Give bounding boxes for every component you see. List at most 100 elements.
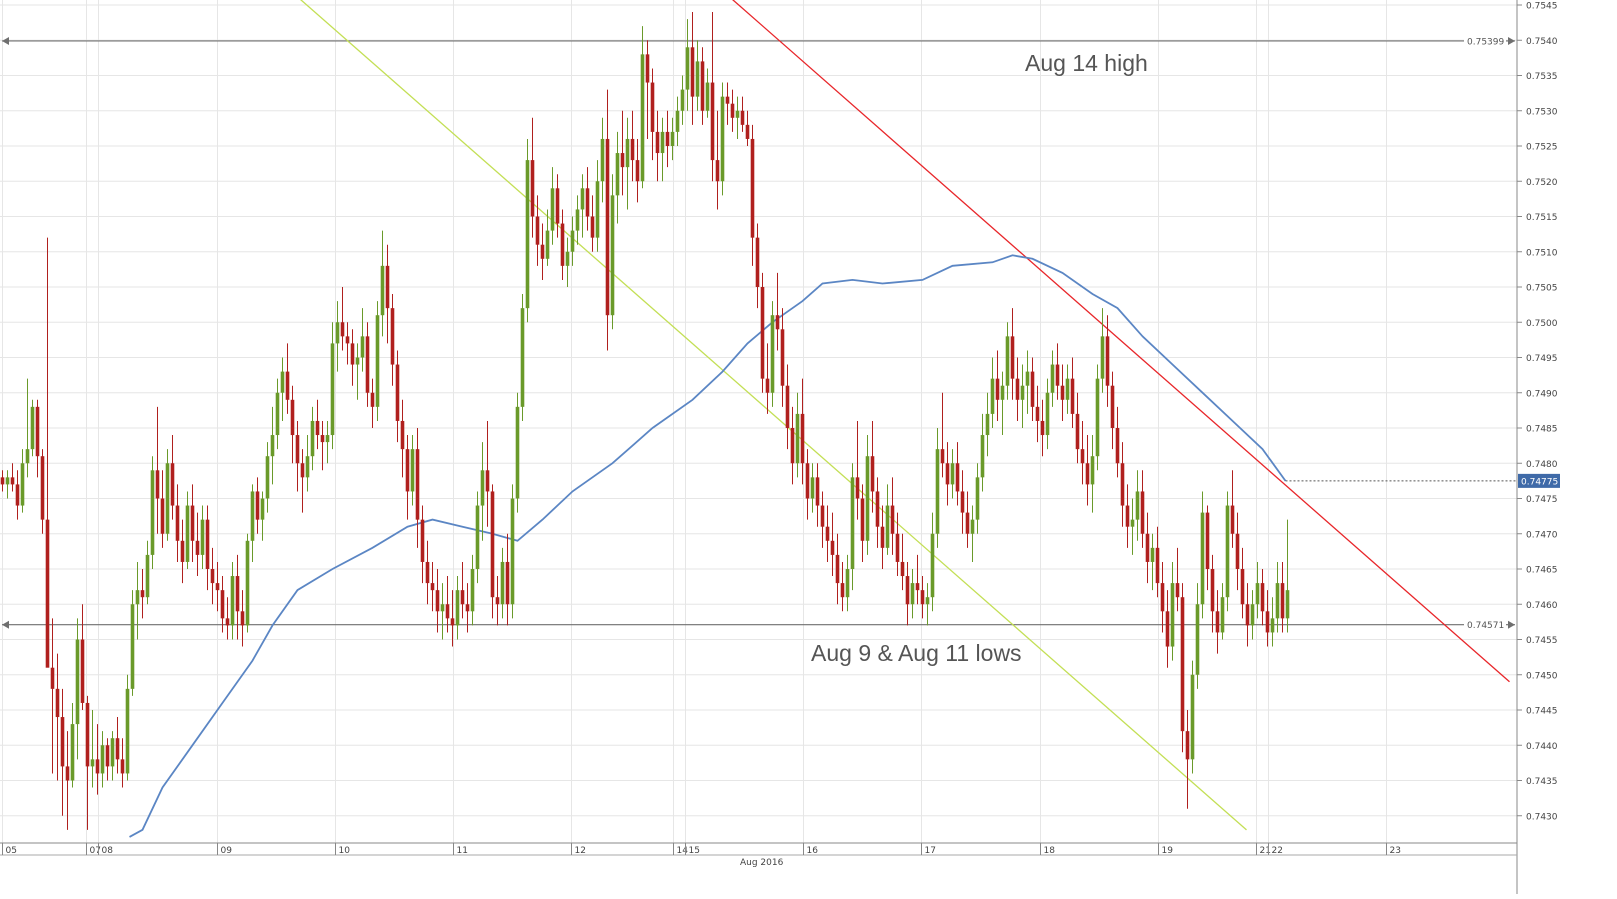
candle-body [925,597,930,605]
candle-body [685,47,690,90]
candle-body [1035,406,1040,421]
candle-body [1180,597,1185,732]
x-tick-label: 14 [677,846,689,856]
candle-body [40,456,45,520]
x-tick-label: 22 [1272,846,1283,856]
candle-body [1225,505,1230,598]
candle-body [1070,378,1075,414]
candle-body [465,604,470,612]
y-axis: 0.7430 0.7435 0.7440 0.7445 0.7450 0.7455 0.74… [1517,2,1560,822]
candle-body [430,583,435,591]
candle-body [1275,583,1280,619]
candle-body [485,470,490,492]
candle-body [1190,674,1195,760]
candle-body [0,477,5,485]
candle-body [670,131,675,146]
candle-body [75,639,80,725]
x-axis-title: Aug 2016 [740,858,784,868]
candle-body [480,470,485,506]
candle-body [205,519,210,569]
candle-body [1025,371,1030,386]
candle-body [930,533,935,598]
candle-body [520,308,525,407]
y-tick-label: 0.7455 [1526,636,1558,646]
candle-body [855,477,860,499]
candle-body [770,315,775,393]
candle-body [1245,604,1250,626]
y-tick-label: 0.7430 [1526,812,1558,822]
candle-body [335,322,340,344]
candle-body [1205,512,1210,569]
candle-body [230,576,235,626]
y-tick-label: 0.7545 [1526,2,1558,12]
candle-body [1015,378,1020,400]
level-label: 0.74571 [1467,621,1504,631]
candle-body [940,449,945,464]
candle-body [525,160,530,309]
candle-body [500,561,505,605]
candle-body [755,237,760,287]
level-label-bg [1464,34,1506,47]
candle-body [320,435,325,443]
candle-body [1075,413,1080,450]
candle-body [1140,491,1145,534]
candle-body [355,357,360,365]
candle-body [590,216,595,238]
candle-body [760,287,765,379]
candle-body [90,759,95,767]
x-tick-label: 21 [1260,846,1271,856]
y-tick-label: 0.7490 [1526,389,1558,399]
candle-body [20,463,25,506]
candle-body [775,315,780,330]
candle-body [200,519,205,555]
x-axis: 05 07 08 09 10 11 12 14 15 16 17 18 19 21 22 23 Aug 2016 [2,843,1401,868]
candle-body [455,590,460,626]
x-tick-label: 11 [457,846,468,856]
candle-body [345,336,350,344]
candle-body [740,110,745,125]
candle-body [665,131,670,146]
candle-body [1110,385,1115,428]
candle-body [980,435,985,478]
candle-body [1270,618,1275,633]
candle-body [875,491,880,527]
candle-body [245,540,250,626]
candle-body [160,498,165,534]
candle-body [1060,385,1065,400]
y-tick-label: 0.7480 [1526,460,1558,470]
y-tick-label: 0.7525 [1526,143,1558,153]
candle-body [1195,604,1200,675]
level-label: 0.75399 [1467,37,1504,47]
candle-body [640,54,645,182]
candle-body [275,392,280,436]
candle-body [495,597,500,605]
candle-body [710,82,715,161]
x-tick-label: 23 [1390,846,1401,856]
candle-body [1085,463,1090,485]
candle-body [730,103,735,118]
candle-body [260,498,265,520]
candle-body [1185,731,1190,760]
candle-body [560,223,565,266]
candle-body [750,138,755,238]
x-tick-label: 09 [221,846,233,856]
candle-body [1255,583,1260,605]
candle-body [145,554,150,598]
candle-body [1220,597,1225,633]
candle-body [620,153,625,168]
level-arrow-right [1508,620,1515,629]
candle-body [675,110,680,132]
candle-body [70,724,75,781]
candle-body [1240,569,1245,605]
trendline [732,0,1510,683]
candle-body [310,420,315,457]
candle-body [100,745,105,774]
candle-body [680,89,685,111]
candle-body [795,413,800,464]
candle-body [60,717,65,767]
candle-body [1010,336,1015,379]
candle-body [1055,364,1060,386]
candle-body [920,590,925,605]
candle-body [165,463,170,534]
candle-body [1235,533,1240,569]
